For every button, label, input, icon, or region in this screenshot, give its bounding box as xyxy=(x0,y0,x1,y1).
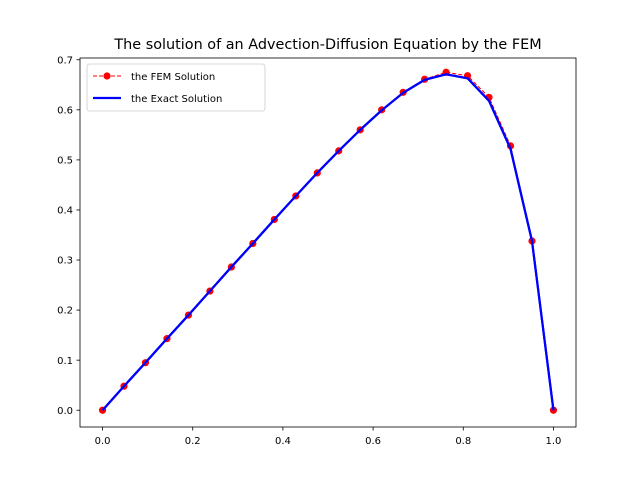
legend-marker xyxy=(103,72,111,80)
y-tick-label: 0.5 xyxy=(57,155,73,166)
x-tick-label: 0.0 xyxy=(95,436,111,447)
x-axis-ticks: 0.0 0.2 0.4 0.6 0.8 1.0 xyxy=(95,427,562,447)
y-tick-label: 0.1 xyxy=(57,356,73,367)
series-line-0 xyxy=(102,71,554,411)
legend-box xyxy=(86,63,266,112)
y-tick-label: 0.3 xyxy=(57,256,73,267)
y-tick-label: 0.0 xyxy=(57,406,73,417)
series-line-exact-overlay xyxy=(101,73,555,411)
chart-title: The solution of an Advection-Diffusion E… xyxy=(113,37,541,53)
x-tick-label: 0.4 xyxy=(275,436,291,447)
x-tick-label: 0.8 xyxy=(455,436,471,447)
y-axis-ticks: 0.0 0.1 0.2 0.3 0.4 0.5 0.6 0.7 xyxy=(57,55,80,417)
legend-label-0: the FEM Solution xyxy=(131,72,215,83)
legend-label-1: the Exact Solution xyxy=(131,94,222,105)
y-tick-label: 0.4 xyxy=(57,206,73,217)
plot-area xyxy=(79,57,577,428)
legend: the FEM Solution the Exact Solution xyxy=(86,63,266,112)
y-tick-label: 0.2 xyxy=(57,306,73,317)
x-tick-label: 0.6 xyxy=(365,436,381,447)
y-tick-label: 0.7 xyxy=(57,55,73,66)
x-tick-label: 1.0 xyxy=(546,436,562,447)
axes-frame xyxy=(79,57,577,428)
y-tick-label: 0.6 xyxy=(57,105,73,116)
x-tick-label: 0.2 xyxy=(185,436,201,447)
